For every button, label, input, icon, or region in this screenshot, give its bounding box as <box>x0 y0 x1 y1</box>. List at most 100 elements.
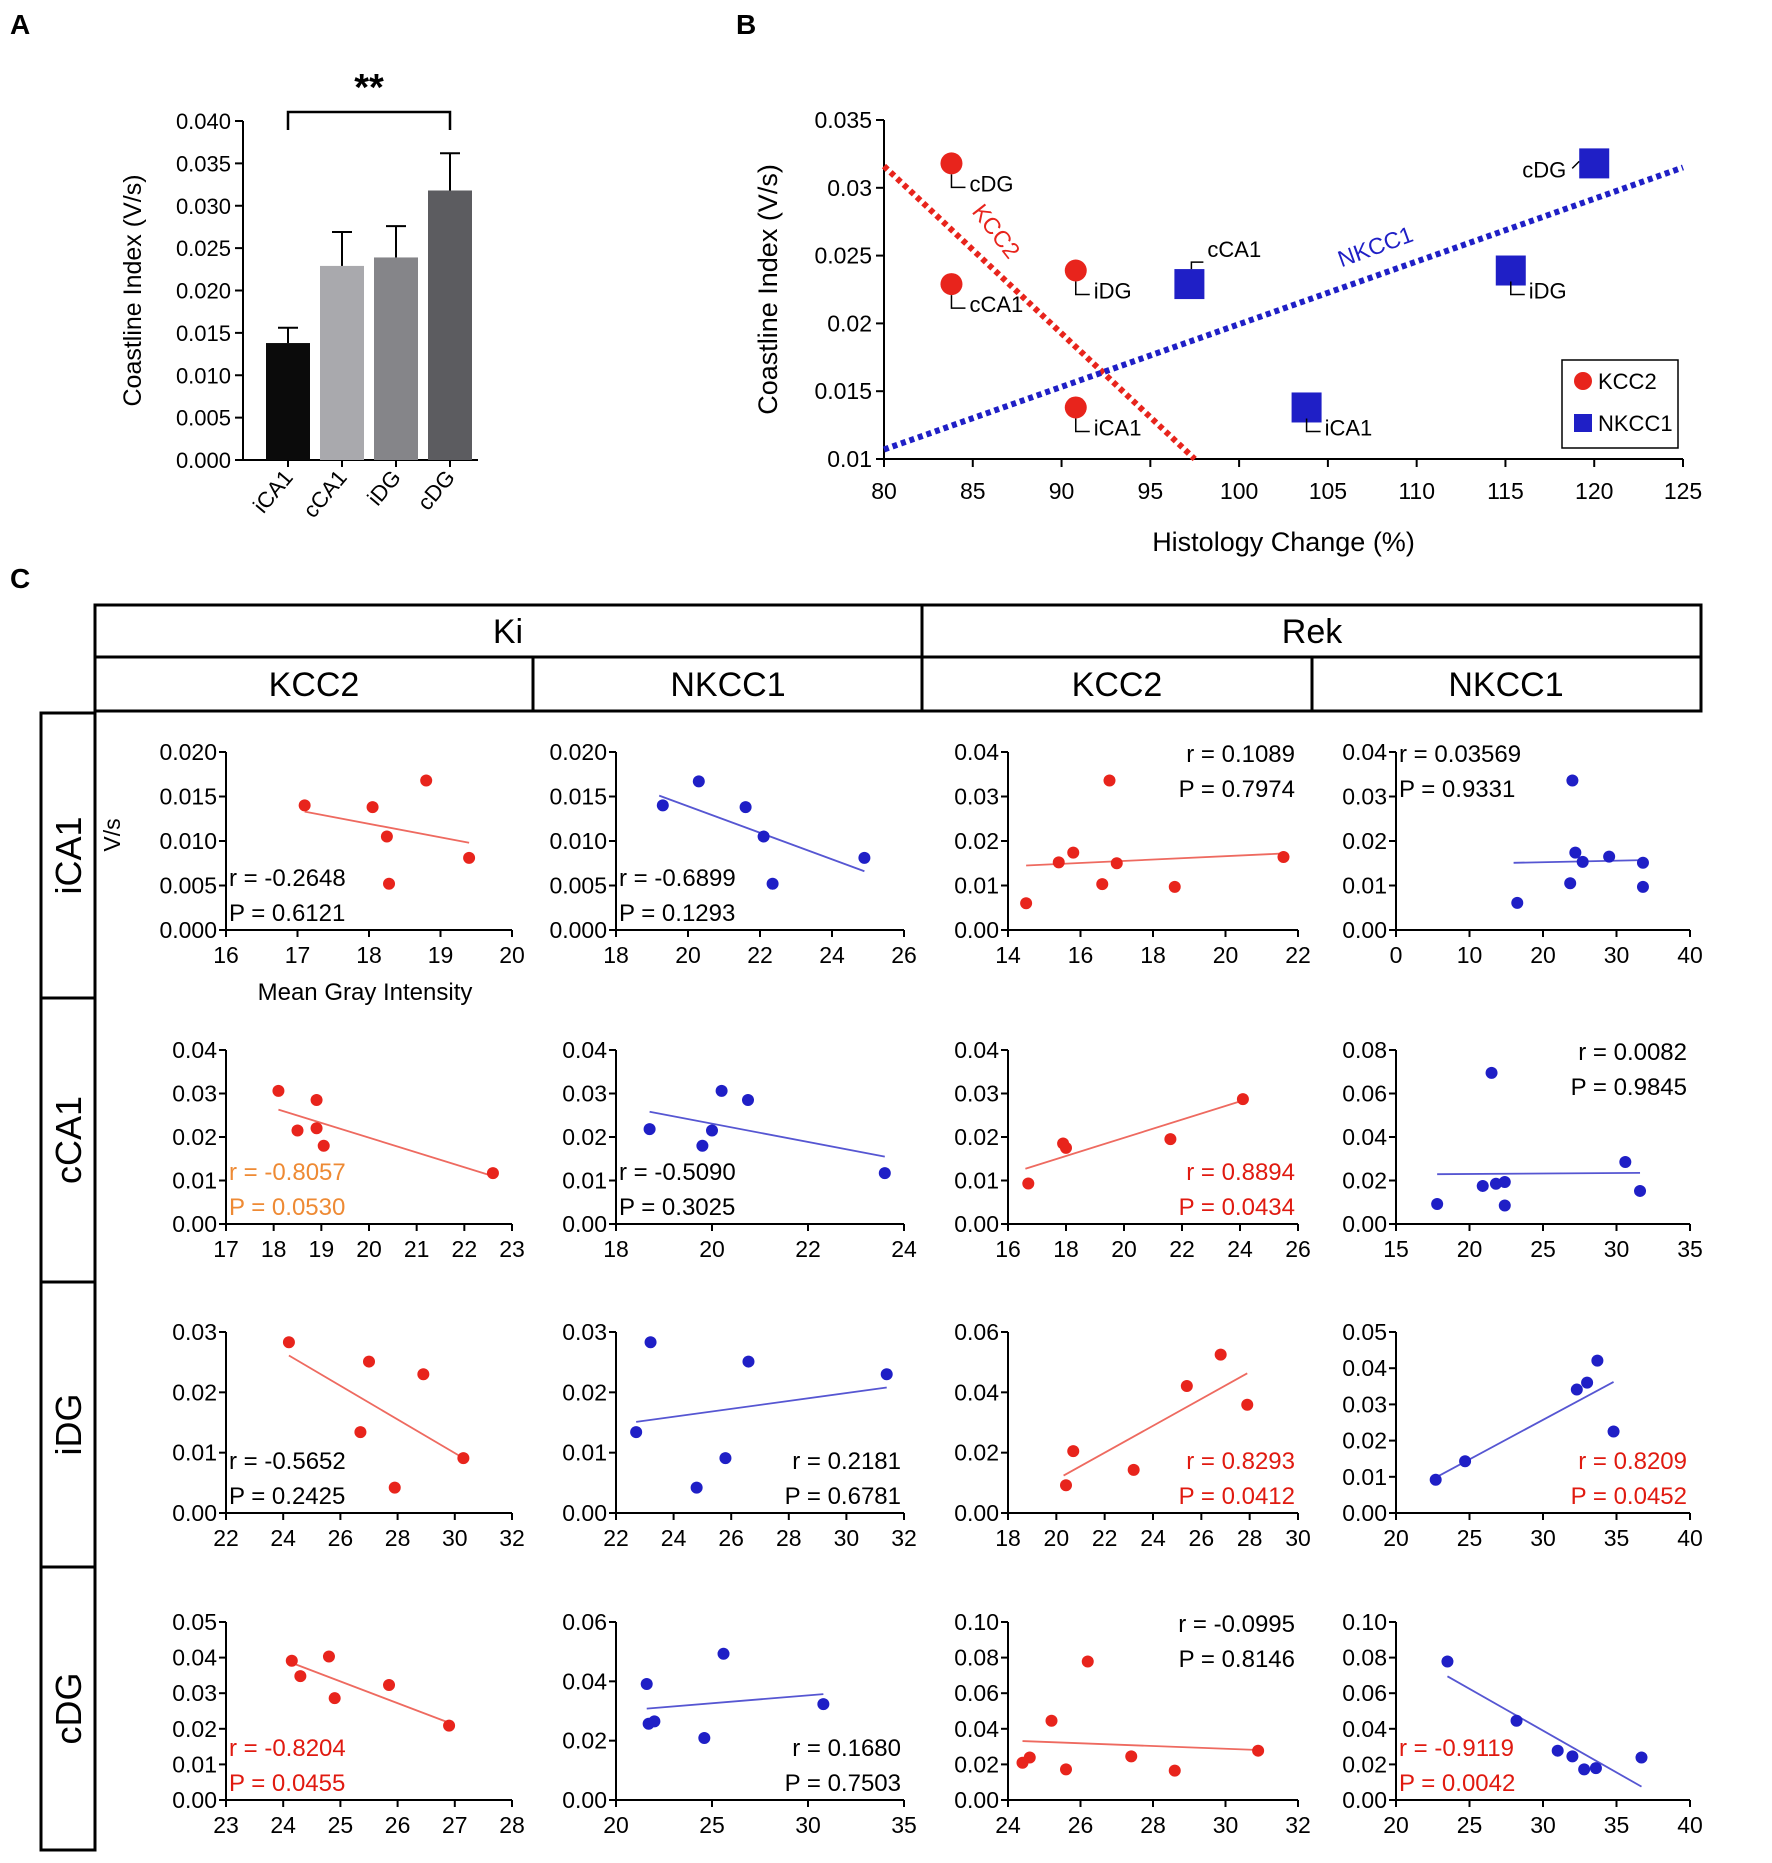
x-tick-label-cDG: cDG <box>412 465 459 515</box>
x-tick-label: 25 <box>1457 1812 1483 1838</box>
correlation-r: r = -0.6899 <box>619 865 736 892</box>
correlation-p: P = 0.6121 <box>229 900 345 927</box>
x-tick-label: 26 <box>1285 1236 1311 1262</box>
regression-line <box>304 810 470 844</box>
x-tick-label: 18 <box>603 1236 629 1262</box>
data-point <box>648 1715 661 1728</box>
x-tick-label: 26 <box>1068 1812 1094 1838</box>
point-label-KCC2-iDG: iDG <box>1094 279 1132 304</box>
x-tick-label: 30 <box>1604 942 1630 968</box>
group-header-row <box>93 603 1703 659</box>
x-tick-label: 18 <box>261 1236 287 1262</box>
panel-c-correlation-grid: Ki Rek KCC2 NKCC1 KCC2 NKCC1 iCA1 cCA1 iDG cDG 0.0… <box>39 603 1703 1852</box>
x-tick-label: 110 <box>1398 478 1435 504</box>
x-tick-label: 21 <box>404 1236 430 1262</box>
y-tick-label: 0.02 <box>954 1751 999 1777</box>
regression-line <box>278 1108 494 1178</box>
label-leader <box>950 295 966 309</box>
x-tick-label: 17 <box>285 942 311 968</box>
scatter-plot-cCA1-KCC2-ki: 0.00 0.01 0.02 0.03 0.04 17 18 19 20 21 22 23 r = -0… <box>172 1037 525 1262</box>
column-header-2: KCC2 <box>1072 666 1163 704</box>
data-point <box>1023 1751 1036 1764</box>
data-point <box>880 1368 893 1381</box>
point-nkcc1-iCA1 <box>1291 392 1322 423</box>
scatter-plot-iCA1-KCC2-rek: 0.00 0.01 0.02 0.03 0.04 14 16 18 20 22 r = 0.1089… <box>954 739 1311 968</box>
data-point <box>1634 1184 1647 1197</box>
regression-line <box>1026 852 1284 867</box>
data-point <box>420 774 433 787</box>
x-tick-label: 20 <box>699 1236 725 1262</box>
data-point <box>1067 846 1080 859</box>
label-leader <box>1075 281 1090 296</box>
x-tick-label: 28 <box>499 1812 525 1838</box>
y-tick-label: 0.025 <box>176 236 231 261</box>
data-point <box>742 1355 755 1368</box>
data-point <box>1459 1455 1472 1468</box>
y-tick-label: 0.00 <box>954 1787 999 1813</box>
data-point <box>1052 856 1065 869</box>
x-axis-title: Histology Change (%) <box>1152 527 1415 557</box>
label-leader <box>1571 160 1580 169</box>
scatter-plot-cDG-KCC2-ki: 0.00 0.01 0.02 0.03 0.04 0.05 23 24 25 26 27 28 r = … <box>172 1609 525 1838</box>
data-point <box>717 1647 730 1660</box>
data-point <box>417 1368 430 1381</box>
x-tick-label: 30 <box>442 1525 468 1551</box>
correlation-p: P = 0.0042 <box>1399 1770 1515 1797</box>
scatter-plot-cDG-NKCC1-rek: 0.00 0.02 0.04 0.06 0.08 0.10 20 25 30 35 40 r = -0… <box>1342 1609 1703 1838</box>
data-point <box>1566 1750 1579 1763</box>
correlation-r: r = 0.1089 <box>1186 741 1295 768</box>
y-tick-label: 0.01 <box>172 1440 217 1466</box>
data-point <box>1081 1655 1094 1668</box>
data-point <box>1510 1714 1523 1727</box>
data-point <box>463 851 476 864</box>
data-point <box>719 1452 732 1465</box>
x-tick-label: 40 <box>1677 942 1703 968</box>
data-point <box>1096 878 1109 891</box>
y-tick-label: 0.03 <box>827 175 872 201</box>
data-point <box>1168 880 1181 893</box>
x-tick-label: 105 <box>1309 478 1347 504</box>
significance-bracket <box>286 110 452 130</box>
data-point <box>1060 1141 1072 1154</box>
data-point <box>1589 1762 1602 1775</box>
y-tick-label: 0.01 <box>562 1440 607 1466</box>
y-tick-label: 0.04 <box>954 739 999 765</box>
y-tick-label: 0.025 <box>814 243 872 269</box>
label-leader <box>1190 261 1204 270</box>
data-point <box>757 830 770 843</box>
x-tick-label: 26 <box>328 1525 354 1551</box>
column-header-3: NKCC1 <box>1448 666 1563 704</box>
x-tick-label: 32 <box>1285 1812 1311 1838</box>
x-tick-label: 26 <box>385 1812 411 1838</box>
y-tick-label: 0.020 <box>176 279 231 304</box>
regression-line <box>294 1663 450 1724</box>
x-tick-label: 26 <box>718 1525 744 1551</box>
data-point <box>298 799 311 812</box>
data-point <box>285 1654 298 1667</box>
regression-line <box>1063 1372 1248 1477</box>
y-tick-label: 0.00 <box>562 1787 607 1813</box>
y-tick-label: 0.03 <box>172 1680 217 1706</box>
x-tick-label: 24 <box>1140 1525 1166 1551</box>
y-tick-label: 0.03 <box>1342 784 1387 810</box>
x-tick-label: 18 <box>1140 942 1166 968</box>
x-tick-label: 35 <box>1677 1236 1703 1262</box>
x-tick-label: 20 <box>1457 1236 1483 1262</box>
y-tick-label: 0.02 <box>172 1124 217 1150</box>
data-point <box>322 1650 335 1663</box>
correlation-p: P = 0.7503 <box>785 1770 901 1797</box>
data-point <box>739 801 752 814</box>
x-tick-label: 20 <box>1213 942 1239 968</box>
y-tick-label: 0.02 <box>1342 1428 1387 1454</box>
x-tick-label: 19 <box>309 1236 335 1262</box>
x-tick-label: 22 <box>1092 1525 1118 1551</box>
correlation-r: r = -0.5090 <box>619 1159 736 1186</box>
scatter-plot-iCA1-KCC2-ki: 0.000 0.005 0.010 0.015 0.020 16 17 18 19 20 r = -… <box>159 739 524 968</box>
x-tick-label: 85 <box>960 478 986 504</box>
label-leader <box>1075 418 1090 433</box>
x-tick-label: 30 <box>1604 1236 1630 1262</box>
correlation-r: r = 0.8293 <box>1186 1448 1295 1475</box>
y-tick-label: 0.00 <box>562 1500 607 1526</box>
y-axis-title: Coastline Index (V/s) <box>119 174 147 406</box>
y-tick-label: 0.000 <box>159 917 217 943</box>
